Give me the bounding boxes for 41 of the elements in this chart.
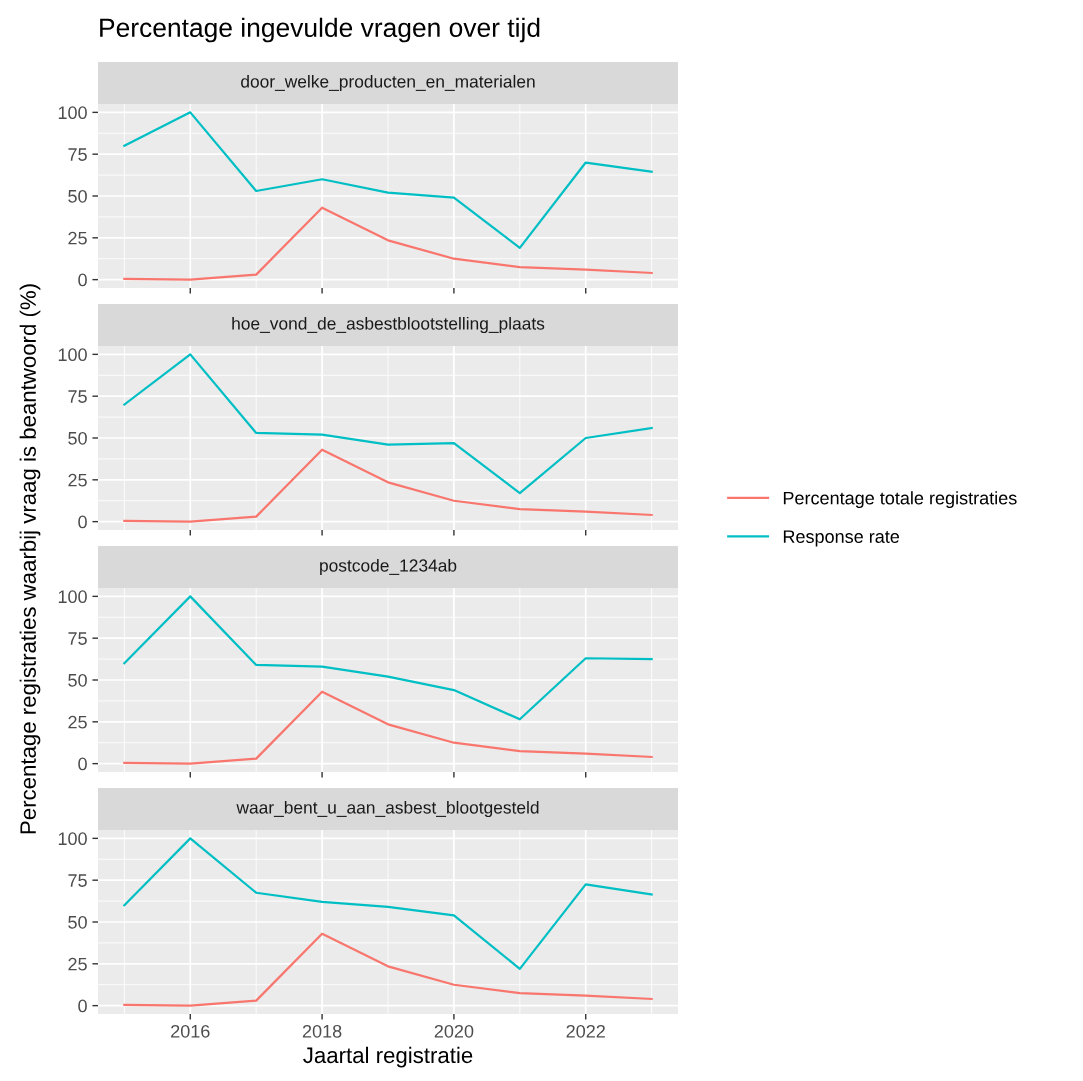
- line-series: [123, 690, 653, 765]
- y-tick-label: 75: [68, 874, 87, 887]
- y-tick-label: 50: [68, 673, 87, 687]
- y-tick-label: 0: [78, 999, 87, 1013]
- line-series: [123, 353, 653, 495]
- line-series: [123, 111, 653, 249]
- y-tick-label: 25: [68, 957, 87, 971]
- legend-label: Percentage totale registraties: [783, 491, 1017, 509]
- line-series: [123, 837, 653, 970]
- y-tick-label: 0: [78, 273, 87, 287]
- y-tick-label: 50: [68, 915, 87, 929]
- x-tick-label: 2020: [434, 1024, 474, 1038]
- y-tick-label: 25: [68, 473, 87, 487]
- y-tick-label: 100: [58, 106, 87, 120]
- x-tick-label: 2016: [171, 1024, 210, 1038]
- line-series: [123, 932, 653, 1007]
- x-tick-label: 2018: [302, 1024, 342, 1038]
- y-tick-label: 100: [58, 348, 87, 362]
- line-series: [123, 206, 653, 281]
- y-tick-label: 50: [68, 431, 87, 445]
- y-tick-label: 100: [58, 832, 87, 846]
- line-series: [123, 448, 653, 523]
- chart-subtitle: waar_bent_u_aan_asbest_blootgesteld: [236, 800, 539, 818]
- y-tick-label: 100: [58, 590, 87, 604]
- chart-title: Percentage ingevulde vragen over tijd: [100, 17, 540, 43]
- chart-subtitle: hoe_vond_de_asbestblootstelling_plaats: [232, 316, 545, 334]
- y-tick-label: 75: [68, 390, 87, 403]
- y-tick-label: 75: [68, 148, 87, 161]
- y-tick-label: 25: [68, 715, 87, 729]
- x-axis-title: Jaartal registratie: [303, 1046, 473, 1068]
- y-tick-label: 0: [78, 515, 87, 529]
- y-tick-label: 0: [78, 757, 87, 771]
- chart-subtitle: postcode_1234ab: [320, 558, 457, 576]
- y-tick-label: 75: [68, 632, 87, 645]
- y-tick-label: 25: [68, 231, 87, 245]
- line-series: [123, 595, 653, 721]
- legend-label: Response rate: [783, 530, 900, 547]
- y-axis-title: Percentage registraties waarbij vraag is beantwoord (%): [19, 284, 41, 834]
- chart-subtitle: door_welke_producten_en_materialen: [241, 74, 535, 92]
- y-tick-label: 50: [68, 189, 87, 203]
- x-tick-label: 2022: [566, 1024, 605, 1038]
